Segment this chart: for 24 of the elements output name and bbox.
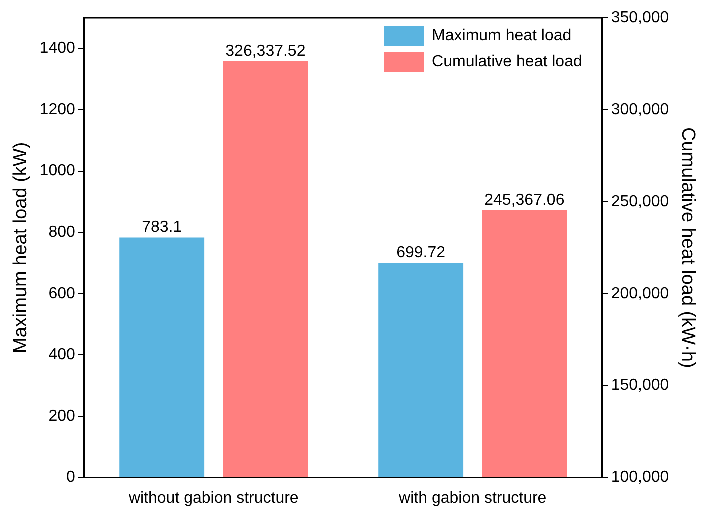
y2-tick-label: 250,000 — [611, 193, 670, 210]
y-axis-title: Maximum heat load (kW) — [10, 142, 32, 354]
x-tick-label: without gabion structure — [128, 490, 299, 507]
x-tick-label: with gabion structure — [398, 490, 547, 507]
y2-tick-label: 300,000 — [611, 101, 670, 118]
y2-tick-label: 150,000 — [611, 377, 670, 394]
y-tick-label: 600 — [48, 285, 76, 302]
legend-label: Cumulative heat load — [432, 53, 582, 70]
y-tick-label: 1400 — [40, 40, 76, 58]
y-tick-label: 400 — [48, 346, 76, 364]
data-label: 326,337.52 — [226, 42, 306, 60]
data-label: 699.72 — [396, 244, 446, 262]
y-tick-label: 200 — [48, 408, 76, 425]
y-tick-label: 1200 — [40, 101, 76, 118]
y-tick-label: 1000 — [40, 162, 76, 180]
y-tick-label: 0 — [66, 469, 76, 486]
y2-tick-label: 100,000 — [611, 469, 670, 486]
y-tick-label: 800 — [48, 224, 76, 241]
data-label: 245,367.06 — [484, 192, 565, 209]
data-label: 783.1 — [142, 219, 182, 236]
legend-label: Maximum heat load — [432, 27, 572, 44]
y2-tick-label: 200,000 — [611, 285, 670, 302]
y2-tick-label: 350,000 — [611, 9, 670, 26]
y2-axis-title: Cumulative heat load (kW·h) — [677, 128, 698, 368]
